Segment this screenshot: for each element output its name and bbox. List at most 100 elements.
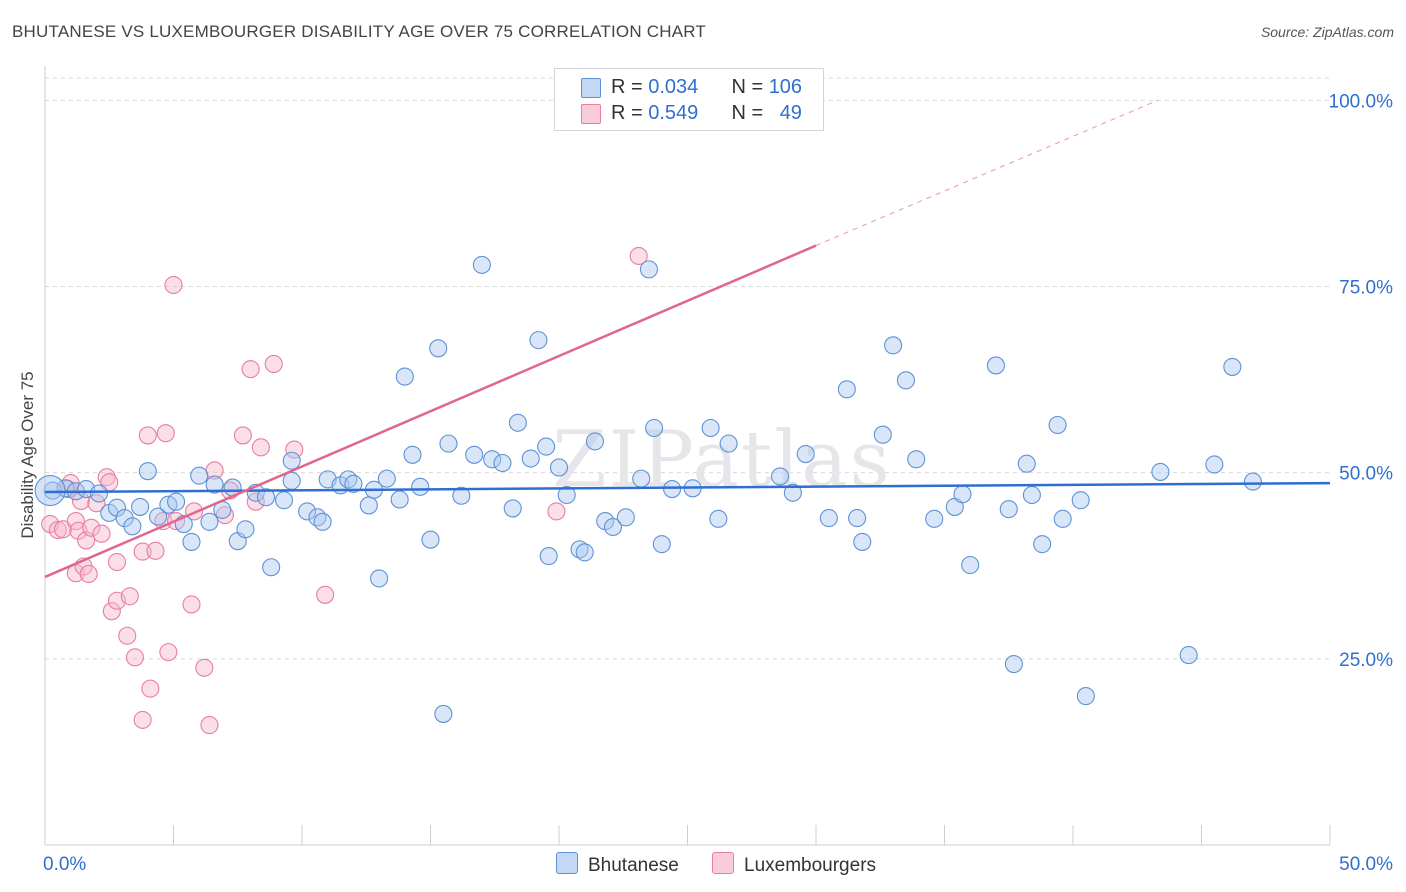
- pink-swatch: [581, 104, 601, 124]
- luxembourgers-point: [215, 506, 234, 525]
- legend-label: Bhutanese: [588, 855, 679, 876]
- bhutanese-point: [645, 418, 664, 438]
- bhutanese-point: [1033, 535, 1052, 554]
- bhutanese-point: [262, 558, 281, 577]
- blue-swatch: [581, 78, 601, 98]
- luxembourgers-point: [146, 541, 165, 560]
- bhutanese-point: [557, 485, 576, 505]
- bhutanese-point: [439, 434, 458, 453]
- r-value: 0.034: [648, 76, 699, 98]
- bhutanese-point: [131, 497, 150, 516]
- bhutanese-point: [472, 255, 491, 274]
- bhutanese-point: [1048, 415, 1067, 435]
- bhutanese-point: [167, 492, 186, 511]
- luxembourgers-point: [316, 585, 335, 604]
- bhutanese-point: [370, 569, 389, 588]
- bhutanese-point: [873, 425, 892, 444]
- bhutanese-point: [570, 540, 589, 559]
- bhutanese-point: [89, 484, 109, 503]
- legend-label: Luxembourgers: [744, 855, 877, 876]
- y-tick-labels: 25.0% 50.0% 75.0% 100.0%: [1329, 91, 1394, 670]
- legend-item-bhutanese[interactable]: Bhutanese: [556, 852, 679, 877]
- luxembourgers-point: [285, 440, 304, 459]
- bhutanese-point: [529, 331, 548, 350]
- bhutanese-point: [539, 547, 558, 566]
- bhutanese-point: [639, 260, 659, 279]
- luxembourgers-point: [251, 438, 270, 457]
- luxembourgers-point: [125, 648, 144, 667]
- bhutanese-point: [236, 520, 255, 539]
- bhutanese-point: [313, 512, 332, 531]
- luxembourgers-point: [138, 426, 157, 445]
- y-axis-label: Disability Age Over 75: [18, 371, 37, 539]
- bhutanese-point: [521, 449, 540, 468]
- grid-lines: [45, 77, 1330, 660]
- bhutanese-point: [190, 466, 209, 485]
- legend-item-luxembourgers[interactable]: Luxembourgers: [712, 852, 876, 877]
- bhutanese-point: [616, 508, 635, 527]
- bhutanese-point: [182, 532, 201, 551]
- bhutanese-point: [493, 453, 512, 473]
- bhutanese-point-cluster: [34, 474, 66, 507]
- n-value: 49: [779, 102, 802, 124]
- source-label: Source: ZipAtlas.com: [1260, 24, 1394, 40]
- bhutanese-point: [652, 535, 671, 554]
- bhutanese-point: [986, 356, 1005, 375]
- luxembourgers-trend-line: [44, 244, 817, 579]
- bhutanese-point: [907, 450, 926, 469]
- luxembourgers-point: [629, 246, 648, 266]
- bhutanese-point: [149, 507, 168, 526]
- luxembourgers-point: [48, 520, 67, 540]
- r-label: R =: [611, 76, 649, 98]
- bhutanese-point: [1151, 462, 1170, 481]
- bhutanese-point: [123, 517, 142, 536]
- luxembourgers-point: [164, 275, 183, 295]
- luxembourgers-point: [133, 710, 152, 729]
- bhutanese-point: [1017, 454, 1036, 473]
- bhutanese-point: [483, 450, 502, 469]
- x-tick-label: 50.0%: [1339, 854, 1393, 875]
- bhutanese-point: [107, 498, 127, 517]
- luxembourgers-point: [92, 524, 111, 543]
- bhutanese-point: [205, 475, 224, 494]
- luxembourgers-point: [79, 564, 98, 583]
- luxembourgers-point: [233, 426, 252, 445]
- bhutanese-point: [575, 543, 594, 562]
- bhutanese-point: [138, 462, 157, 481]
- luxembourgers-point: [156, 424, 175, 443]
- bhutanese-point: [663, 480, 682, 499]
- x-tick-label: 0.0%: [43, 854, 86, 875]
- bhutanese-trend-line: [44, 481, 1331, 494]
- bhutanese-point: [853, 532, 872, 551]
- luxembourgers-point: [241, 360, 260, 379]
- bhutanese-point: [282, 451, 301, 470]
- luxembourgers-point: [141, 679, 160, 698]
- bhutanese-point: [395, 367, 414, 386]
- n-label: N =: [731, 76, 769, 98]
- luxembourgers-point: [195, 658, 214, 677]
- bhutanese-point: [701, 418, 720, 438]
- watermark: ZIPatlas: [552, 415, 891, 505]
- bhutanese-point: [465, 445, 484, 464]
- axis-ticks: [44, 825, 1331, 845]
- bhutanese-point: [1205, 455, 1224, 474]
- chart-title: BHUTANESE VS LUXEMBOURGER DISABILITY AGE…: [12, 22, 706, 41]
- bhutanese-point: [390, 490, 409, 509]
- bhutanese-point: [585, 432, 605, 451]
- bhutanese-point: [508, 413, 527, 432]
- y-tick-label: 25.0%: [1339, 650, 1393, 671]
- bhutanese-point: [632, 469, 651, 488]
- correlation-legend: R = 0.034 N = 106 R = 0.549 N = 49: [554, 68, 824, 131]
- bhutanese-point: [282, 471, 301, 490]
- r-label: R =: [611, 102, 649, 124]
- bhutanese-point: [1243, 472, 1262, 491]
- luxembourgers-point: [200, 716, 219, 735]
- bhutanese-point: [411, 477, 430, 496]
- bhutanese-point: [1179, 646, 1198, 665]
- bhutanese-point: [837, 380, 856, 399]
- y-tick-label: 75.0%: [1339, 278, 1393, 299]
- bhutanese-point: [819, 509, 838, 528]
- pink-swatch: [712, 852, 734, 874]
- luxembourgers-point: [97, 468, 116, 487]
